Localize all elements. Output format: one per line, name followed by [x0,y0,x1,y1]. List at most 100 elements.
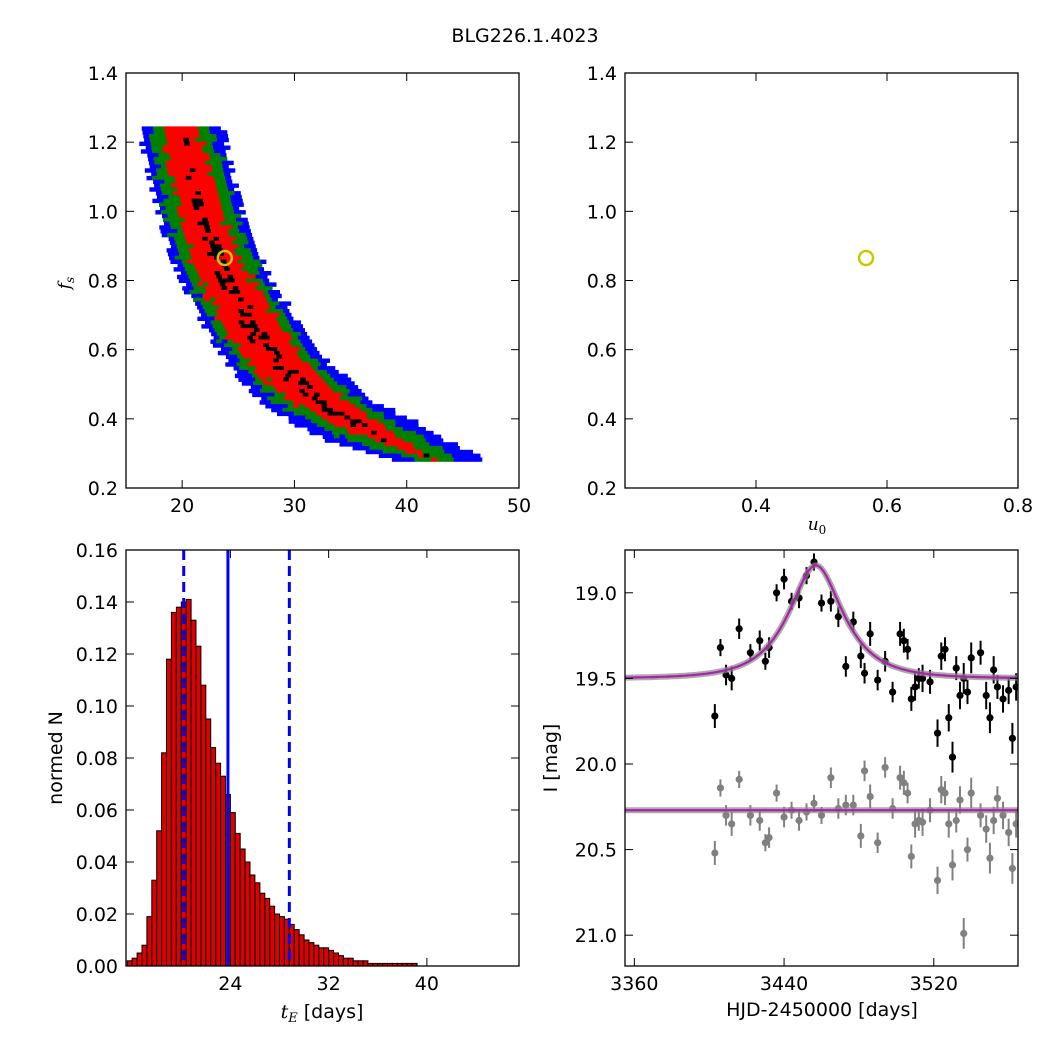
posterior-cell [333,388,340,394]
posterior-cell [264,282,271,287]
posterior-cell [225,328,232,333]
posterior-cell [226,225,233,230]
posterior-cell [448,457,455,462]
posterior-cell [420,457,427,462]
posterior-cell [212,213,219,219]
posterior-cell [164,221,171,226]
posterior-cell [185,175,192,181]
posterior-cell [253,255,260,261]
posterior-cell [269,343,276,348]
x-tick-label: 30 [282,495,306,517]
posterior-cell [227,160,234,166]
posterior-cell [209,130,217,135]
posterior-cell [188,160,195,166]
posterior-cell [251,324,259,329]
data-point [911,683,919,691]
posterior-cell [310,404,317,409]
posterior-cell [287,316,294,321]
posterior-cell [310,400,317,405]
posterior-cell [191,149,198,154]
posterior-cell [372,404,379,409]
posterior-cell [239,229,246,234]
posterior-cell [291,392,298,398]
posterior-cell [324,427,331,432]
posterior-cell [244,339,251,344]
posterior-cell [321,411,329,417]
histogram-bar [293,929,300,966]
posterior-cell [397,457,404,462]
posterior-cell [367,442,374,447]
posterior-cell [248,240,255,245]
posterior-cell [221,297,228,302]
posterior-cell [316,419,323,424]
posterior-cell [191,282,198,287]
posterior-cell [326,430,333,436]
posterior-cell [296,350,303,356]
posterior-cell [256,263,263,268]
posterior-cell [366,400,373,405]
posterior-cell [165,160,172,166]
posterior-cell [238,320,245,325]
posterior-cell [304,369,311,375]
posterior-cell [177,263,184,268]
posterior-cell [336,438,343,443]
posterior-cell [172,191,180,196]
posterior-cell [420,438,427,443]
posterior-cell [193,156,200,162]
posterior-cell [259,328,266,333]
histogram-bar [333,952,340,966]
posterior-cell [201,324,208,329]
posterior-cell [279,373,286,379]
posterior-cell [358,446,365,451]
posterior-cell [201,141,208,146]
histogram-bar [175,606,182,966]
data-point [963,688,972,696]
posterior-cell [244,377,251,382]
posterior-cell [305,377,312,382]
histogram-bar [141,944,148,966]
posterior-cell [256,290,264,295]
data-point [711,712,719,720]
posterior-cell [159,156,166,162]
posterior-cell [192,259,199,264]
posterior-cell [236,255,243,261]
posterior-cell [219,255,226,261]
posterior-cell [214,179,221,185]
y-tick-label: 0.14 [76,592,118,614]
posterior-cell [397,427,404,432]
data-point [967,789,975,797]
posterior-cell [149,137,156,143]
posterior-cell [401,419,408,424]
x-axis-label: u0 [808,515,827,537]
histogram-bar [352,960,359,966]
posterior-cell [259,316,266,321]
histogram-bar [342,957,349,966]
posterior-cell [257,350,264,356]
posterior-cell [248,328,255,333]
posterior-cell [245,232,253,238]
posterior-cell [304,400,311,405]
posterior-cell [210,339,217,344]
posterior-cell [233,229,240,234]
posterior-cell [336,392,343,398]
posterior-cell [201,168,208,173]
posterior-cell [236,316,243,321]
posterior-cell [212,301,219,306]
posterior-cell [285,324,292,329]
posterior-cell [338,411,345,417]
posterior-cell [210,309,217,314]
posterior-cell [354,430,361,436]
posterior-cell [304,404,311,409]
posterior-cell [179,217,186,223]
posterior-cell [263,324,270,329]
posterior-cell [283,339,290,344]
posterior-cell [227,286,234,291]
posterior-cell [238,286,245,291]
posterior-cell [154,183,161,188]
posterior-cell [193,130,200,135]
posterior-cell [210,244,217,249]
posterior-cell [171,244,178,249]
posterior-cell [295,331,302,337]
posterior-cell [184,290,191,295]
posterior-cell [247,381,254,386]
